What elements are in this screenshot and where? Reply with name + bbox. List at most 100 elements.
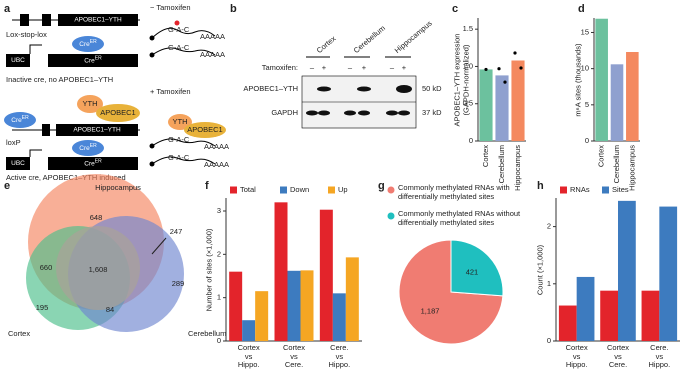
rna [151,47,216,56]
cap [149,161,155,167]
protein-label: CreER [79,143,97,151]
region-count: 660 [40,263,53,272]
gene-box [58,14,138,26]
y-tick-label: 3 [217,206,221,215]
band [306,110,318,116]
y-tick-label: 5 [585,100,589,109]
gene: APOBEC1–YTH [74,17,122,24]
cre: Cre [79,41,90,48]
rna [151,138,216,147]
legend-label: Up [338,185,348,194]
legend-swatch [230,186,237,194]
bar [479,69,493,141]
data-point [497,67,501,71]
label: Lox-stop-lox [6,30,47,39]
region: Hippocampus [393,19,434,56]
motif: G-A-C [168,135,190,144]
condition: − Tamoxifen [150,3,191,12]
lane: – [348,63,353,72]
cre-sup: ER [90,143,97,149]
x-tick-label: Cortex [481,145,490,167]
panel-label: h [537,180,544,192]
bar [345,257,359,341]
data-point [513,51,517,55]
marker: 37 kD [422,108,442,117]
panel-label: d [578,3,585,15]
region-count: 1,608 [89,265,108,274]
set-label: Cortex [8,329,30,338]
bar [255,291,269,341]
band [344,110,356,116]
cre-sup: ER [95,159,102,165]
lane: – [310,63,315,72]
y-tick-label: 0 [469,136,473,145]
legend-label: Sites [612,185,629,194]
band [386,110,398,116]
bar [274,202,288,341]
y-tick-label: 0 [217,336,221,345]
lox [20,14,29,26]
cap [149,35,155,41]
gene-box [56,124,138,136]
region-count: 84 [106,305,114,314]
legend-label: Down [290,185,309,194]
y-tick-label: 15 [581,27,589,36]
y-axis-label: m⁶A sites (thousands) [573,42,583,117]
protein-label: APOBEC1 [187,125,222,134]
y-tick-label: 0 [585,136,589,145]
region-count: 289 [172,279,185,288]
x-tick-label: Hippocampus [627,145,636,191]
legend-label: Total [240,185,256,194]
data-point [503,80,507,84]
protein-label: APOBEC1 [100,108,135,117]
data-point [484,67,488,72]
gene: CreER [84,56,102,64]
y-tick-label: 0 [547,336,551,345]
row-label: APOBEC1–YTH [243,84,298,93]
region: Cerebellum [352,24,387,56]
lane: – [390,63,395,72]
marker: 50 kD [422,84,442,93]
legend-swatch [280,186,287,194]
caption: Active cre, APOBEC1–YTH induced [6,173,126,182]
panel-label: f [205,180,209,192]
bar [558,305,577,341]
arrow [29,149,42,157]
bar [626,52,639,141]
lox [42,124,50,136]
panel-label: c [452,3,458,15]
x-tick-label: Cortex vs Cere. [606,343,630,370]
legend-swatch [560,186,567,194]
bar [287,270,301,341]
y-tick-label: 10 [581,64,589,73]
bar [610,64,624,141]
legend-label: Commonly methylated RNAs with differenti… [398,183,510,201]
protein [184,122,226,138]
panel-label: a [4,3,11,15]
y-tick-label: 1 [547,279,551,288]
m6a [174,20,180,26]
protein-label: YTH [173,117,188,126]
region-count: 195 [36,303,49,312]
poly-a: AAAAA [200,50,225,59]
venn-core [56,226,140,310]
cre: Cre [79,145,90,152]
promoter: UBC [11,57,25,64]
band [398,110,410,116]
protein [72,140,104,156]
x-tick-label: Cerebellum [612,145,621,183]
x-tick-label: Hippocampus [513,145,522,191]
rna [151,27,216,39]
x-tick-label: Cortex vs Hippo. [565,343,588,370]
band [318,110,330,116]
pie-slice [450,239,504,297]
rna [151,156,216,165]
promoter-box [6,54,30,67]
bar [659,206,678,341]
bar [300,270,314,341]
diagram-a: − Tamoxifen APOBEC1–YTH Lox-stop-lox UBC… [4,3,229,182]
x-tick-label: Cortex [597,145,606,167]
label: loxP [6,138,21,147]
